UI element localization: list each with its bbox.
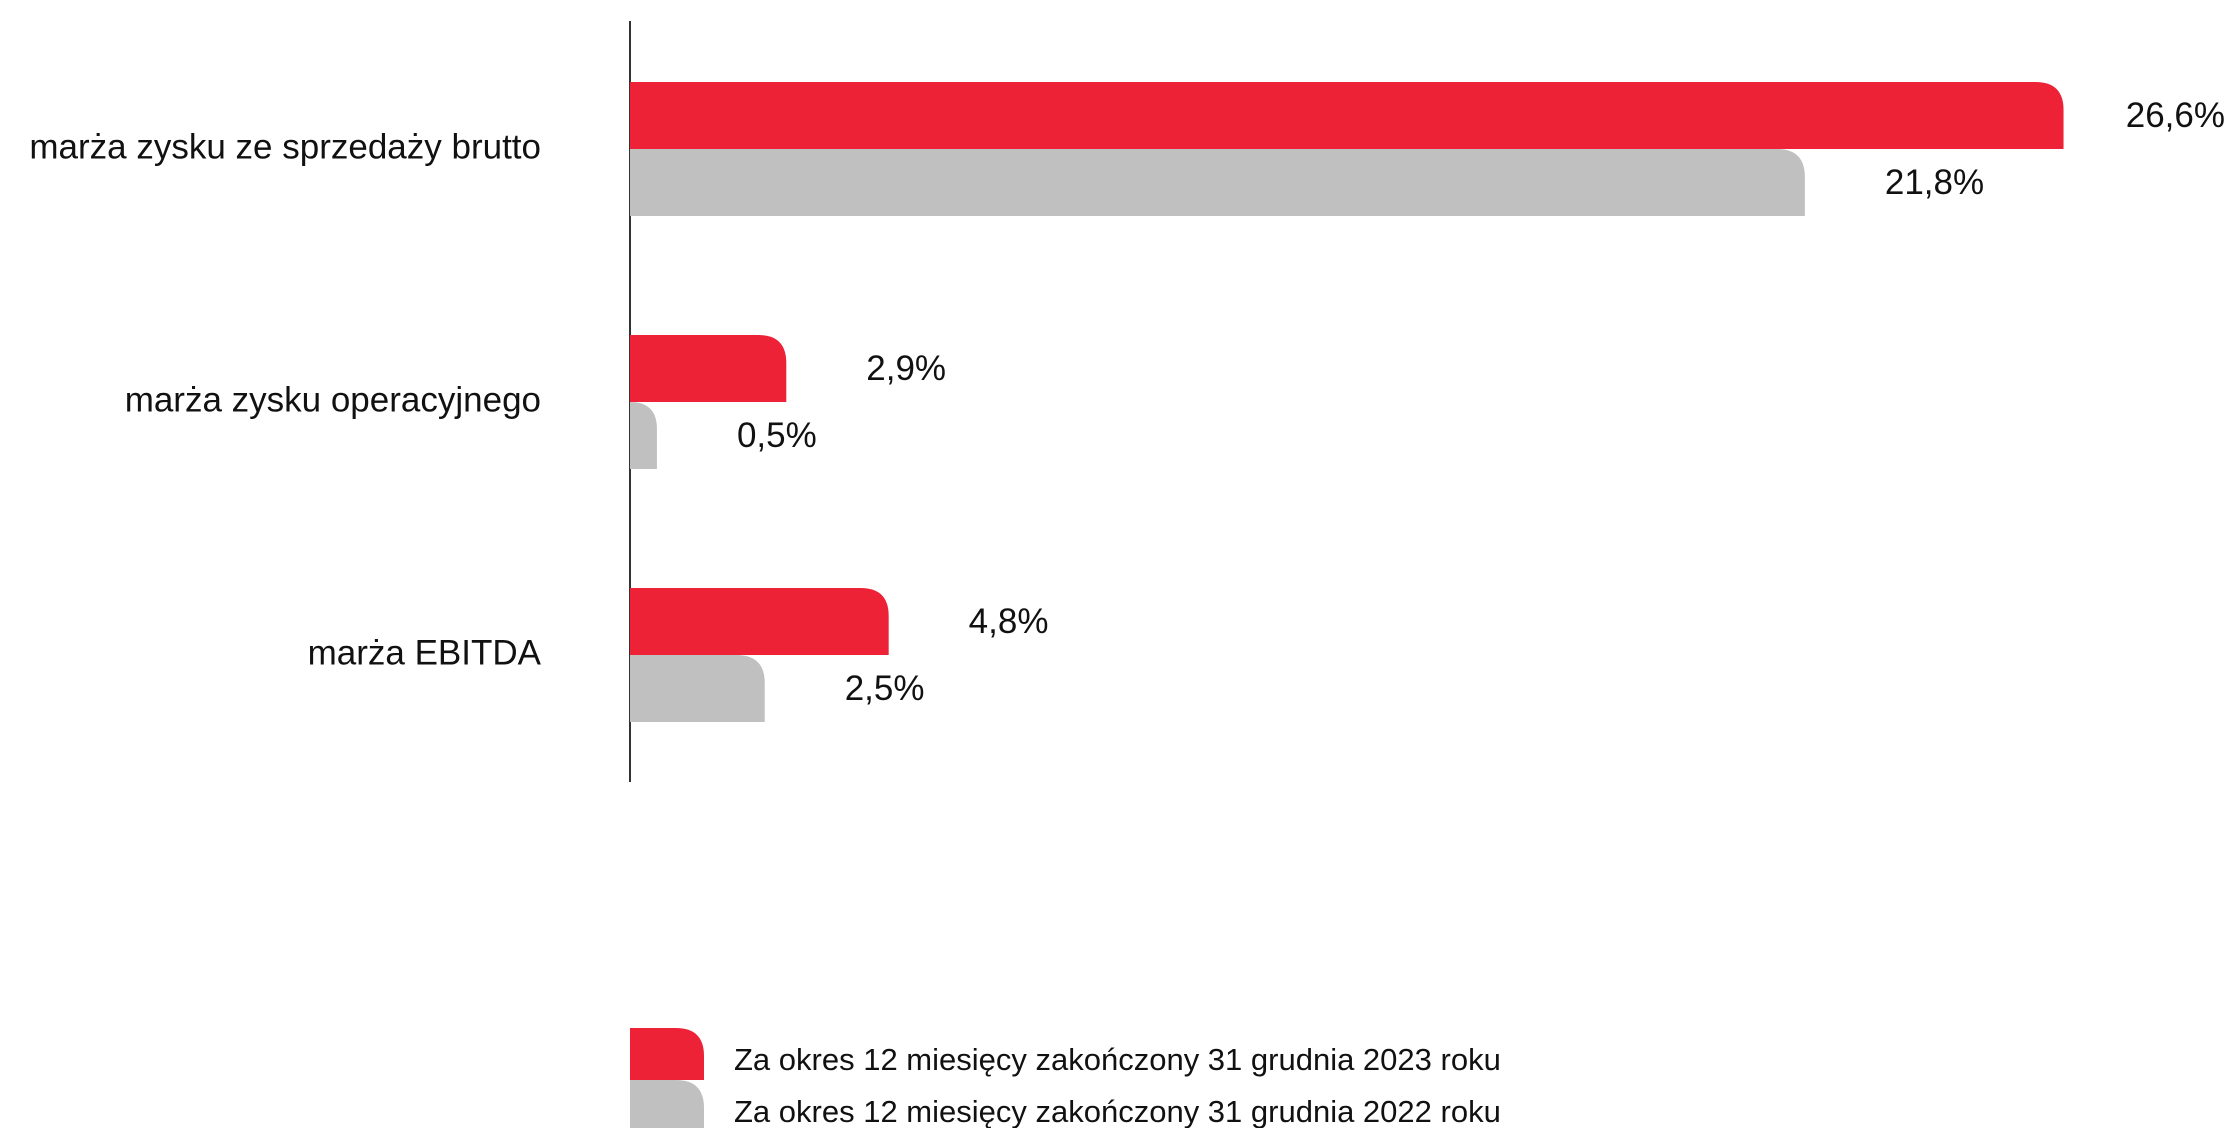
bar bbox=[630, 149, 1805, 216]
legend-label: Za okres 12 miesięcy zakończony 31 grudn… bbox=[734, 1042, 1501, 1077]
value-label: 2,5% bbox=[845, 669, 925, 708]
bar bbox=[630, 402, 657, 469]
value-label: 2,9% bbox=[866, 349, 946, 388]
bar bbox=[630, 655, 765, 722]
bar bbox=[630, 82, 2064, 149]
value-label: 4,8% bbox=[969, 602, 1049, 641]
category-label: marża zysku ze sprzedaży brutto bbox=[29, 127, 541, 166]
value-label: 21,8% bbox=[1885, 163, 1984, 202]
bar bbox=[630, 335, 787, 402]
legend-swatch bbox=[630, 1080, 704, 1128]
value-label: 0,5% bbox=[737, 416, 817, 455]
bar bbox=[630, 588, 889, 655]
category-label: marża EBITDA bbox=[308, 633, 542, 672]
value-label: 26,6% bbox=[2126, 96, 2225, 135]
legend-label: Za okres 12 miesięcy zakończony 31 grudn… bbox=[734, 1094, 1501, 1128]
category-label: marża zysku operacyjnego bbox=[125, 380, 541, 419]
legend-swatch bbox=[630, 1028, 704, 1080]
